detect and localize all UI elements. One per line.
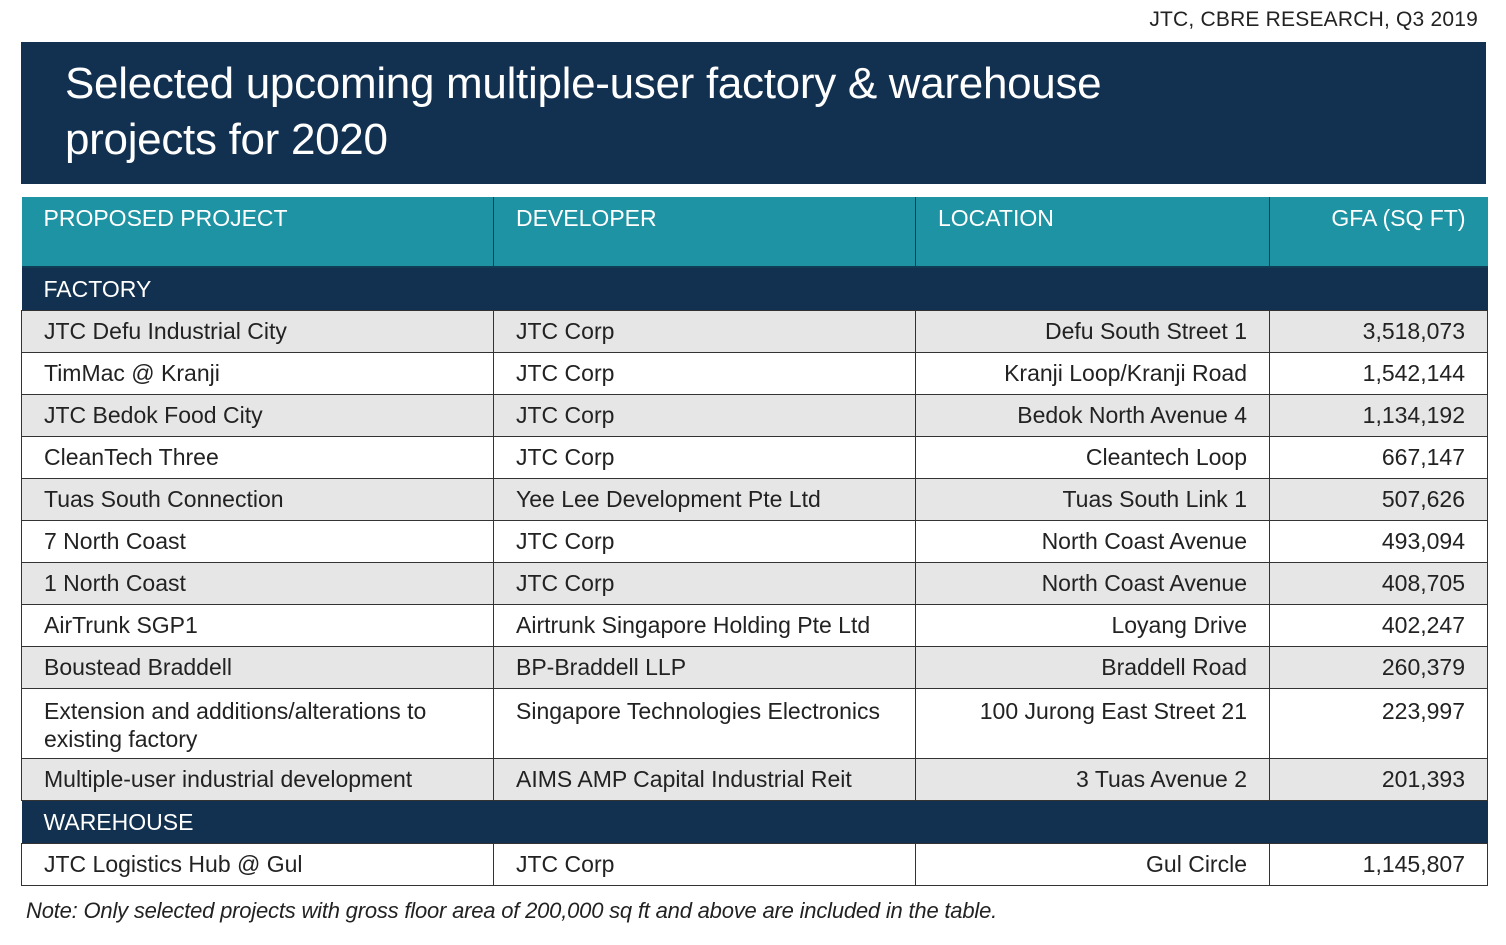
cell-gfa: 507,626 bbox=[1269, 478, 1488, 521]
table-row: Multiple-user industrial development AIM… bbox=[21, 758, 1488, 801]
cell-location: Braddell Road bbox=[915, 646, 1270, 689]
section-label: FACTORY bbox=[21, 267, 1488, 311]
table-row: 1 North Coast JTC Corp North Coast Avenu… bbox=[21, 562, 1488, 605]
cell-developer: JTC Corp bbox=[493, 843, 916, 886]
cell-gfa: 201,393 bbox=[1269, 758, 1488, 801]
cell-gfa: 223,997 bbox=[1269, 688, 1488, 759]
cell-project: JTC Defu Industrial City bbox=[21, 310, 494, 353]
cell-gfa: 408,705 bbox=[1269, 562, 1488, 605]
title-banner: Selected upcoming multiple-user factory … bbox=[21, 42, 1486, 184]
cell-developer: JTC Corp bbox=[493, 310, 916, 353]
cell-gfa: 402,247 bbox=[1269, 604, 1488, 647]
cell-developer: Airtrunk Singapore Holding Pte Ltd bbox=[493, 604, 916, 647]
cell-project: 1 North Coast bbox=[21, 562, 494, 605]
cell-developer: Yee Lee Development Pte Ltd bbox=[493, 478, 916, 521]
cell-location: Bedok North Avenue 4 bbox=[915, 394, 1270, 437]
cell-gfa: 260,379 bbox=[1269, 646, 1488, 689]
cell-gfa: 3,518,073 bbox=[1269, 310, 1488, 353]
cell-project: CleanTech Three bbox=[21, 436, 494, 479]
cell-location: North Coast Avenue bbox=[915, 562, 1270, 605]
column-header-project: PROPOSED PROJECT bbox=[21, 197, 494, 268]
cell-project: JTC Logistics Hub @ Gul bbox=[21, 843, 494, 886]
cell-developer: JTC Corp bbox=[493, 520, 916, 563]
cell-developer: JTC Corp bbox=[493, 436, 916, 479]
cell-location: Gul Circle bbox=[915, 843, 1270, 886]
cell-location: North Coast Avenue bbox=[915, 520, 1270, 563]
cell-location: Defu South Street 1 bbox=[915, 310, 1270, 353]
cell-project: JTC Bedok Food City bbox=[21, 394, 494, 437]
projects-table: PROPOSED PROJECT DEVELOPER LOCATION GFA … bbox=[21, 197, 1488, 886]
table-row: Extension and additions/alterations to e… bbox=[21, 688, 1488, 759]
cell-location: Tuas South Link 1 bbox=[915, 478, 1270, 521]
table-row: JTC Logistics Hub @ Gul JTC Corp Gul Cir… bbox=[21, 843, 1488, 886]
cell-developer: JTC Corp bbox=[493, 352, 916, 395]
page-title: Selected upcoming multiple-user factory … bbox=[65, 59, 1102, 164]
cell-gfa: 1,542,144 bbox=[1269, 352, 1488, 395]
cell-location: Loyang Drive bbox=[915, 604, 1270, 647]
cell-location: 3 Tuas Avenue 2 bbox=[915, 758, 1270, 801]
cell-developer: AIMS AMP Capital Industrial Reit bbox=[493, 758, 916, 801]
cell-gfa: 1,134,192 bbox=[1269, 394, 1488, 437]
table-row: JTC Bedok Food City JTC Corp Bedok North… bbox=[21, 394, 1488, 437]
section-label: WAREHOUSE bbox=[21, 800, 1488, 844]
cell-location: Cleantech Loop bbox=[915, 436, 1270, 479]
column-header-developer: DEVELOPER bbox=[493, 197, 916, 268]
source-credit: JTC, CBRE RESEARCH, Q3 2019 bbox=[1149, 8, 1478, 31]
table-header-row: PROPOSED PROJECT DEVELOPER LOCATION GFA … bbox=[21, 197, 1488, 268]
cell-gfa: 493,094 bbox=[1269, 520, 1488, 563]
cell-gfa: 667,147 bbox=[1269, 436, 1488, 479]
table-row: 7 North Coast JTC Corp North Coast Avenu… bbox=[21, 520, 1488, 563]
cell-project: Boustead Braddell bbox=[21, 646, 494, 689]
section-row-factory: FACTORY bbox=[21, 267, 1488, 311]
cell-location: 100 Jurong East Street 21 bbox=[915, 688, 1270, 759]
table-row: Tuas South Connection Yee Lee Developmen… bbox=[21, 478, 1488, 521]
cell-gfa: 1,145,807 bbox=[1269, 843, 1488, 886]
table-row: CleanTech Three JTC Corp Cleantech Loop … bbox=[21, 436, 1488, 479]
cell-project: Extension and additions/alterations to e… bbox=[21, 688, 494, 759]
table-row: AirTrunk SGP1 Airtrunk Singapore Holding… bbox=[21, 604, 1488, 647]
column-header-location: LOCATION bbox=[915, 197, 1270, 268]
cell-developer: JTC Corp bbox=[493, 562, 916, 605]
cell-project: Tuas South Connection bbox=[21, 478, 494, 521]
cell-location: Kranji Loop/Kranji Road bbox=[915, 352, 1270, 395]
cell-project: 7 North Coast bbox=[21, 520, 494, 563]
cell-developer: Singapore Technologies Electronics bbox=[493, 688, 916, 759]
table-row: TimMac @ Kranji JTC Corp Kranji Loop/Kra… bbox=[21, 352, 1488, 395]
cell-project: AirTrunk SGP1 bbox=[21, 604, 494, 647]
cell-project: Multiple-user industrial development bbox=[21, 758, 494, 801]
cell-developer: BP-Braddell LLP bbox=[493, 646, 916, 689]
cell-project: TimMac @ Kranji bbox=[21, 352, 494, 395]
section-row-warehouse: WAREHOUSE bbox=[21, 800, 1488, 844]
column-header-gfa: GFA (SQ FT) bbox=[1269, 197, 1488, 268]
table-row: JTC Defu Industrial City JTC Corp Defu S… bbox=[21, 310, 1488, 353]
table-row: Boustead Braddell BP-Braddell LLP Bradde… bbox=[21, 646, 1488, 689]
cell-developer: JTC Corp bbox=[493, 394, 916, 437]
footnote: Note: Only selected projects with gross … bbox=[26, 898, 998, 923]
